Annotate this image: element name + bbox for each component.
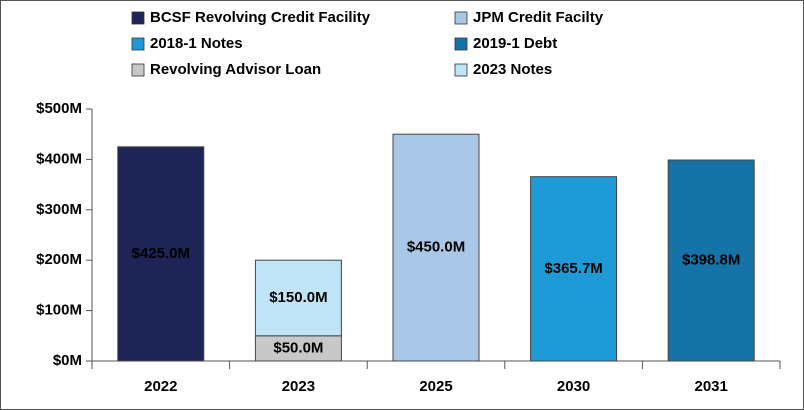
value-label: $50.0M	[273, 339, 323, 356]
legend-label: 2018-1 Notes	[150, 35, 243, 52]
value-label: $365.7M	[544, 260, 602, 277]
y-tick-label: $400M	[36, 150, 82, 167]
y-tick-label: $0M	[53, 352, 82, 369]
legend-label: 2023 Notes	[473, 61, 552, 78]
y-tick-label: $100M	[36, 302, 82, 319]
bar-segment	[254, 335, 342, 362]
value-label: $450.0M	[407, 239, 465, 256]
legend-swatch	[131, 63, 145, 77]
x-tick-label: 2031	[695, 378, 728, 395]
x-tick-label: 2022	[144, 378, 177, 395]
bar-segment	[530, 176, 618, 362]
x-tick-label: 2030	[557, 378, 590, 395]
legend-label: JPM Credit Facilty	[473, 9, 604, 26]
value-label: $398.8M	[682, 251, 740, 268]
y-tick-label: $200M	[36, 251, 82, 268]
legend-swatch	[454, 11, 468, 25]
legend-swatch	[131, 37, 145, 51]
bar-segment	[117, 146, 205, 362]
bar-segment	[254, 259, 342, 337]
bar-segment	[667, 159, 755, 362]
value-label: $425.0M	[132, 245, 190, 262]
legend-swatch	[131, 11, 145, 25]
legend-swatch	[454, 63, 468, 77]
bar-segment	[392, 133, 480, 362]
value-label: $150.0M	[269, 289, 327, 306]
x-tick-label: 2025	[419, 378, 452, 395]
legend-swatch	[454, 37, 468, 51]
legend-label: BCSF Revolving Credit Facility	[150, 9, 371, 26]
y-tick-label: $300M	[36, 201, 82, 218]
legend-label: Revolving Advisor Loan	[150, 61, 321, 78]
x-tick-label: 2023	[282, 378, 315, 395]
y-tick-label: $500M	[36, 100, 82, 117]
legend-label: 2019-1 Debt	[473, 35, 557, 52]
